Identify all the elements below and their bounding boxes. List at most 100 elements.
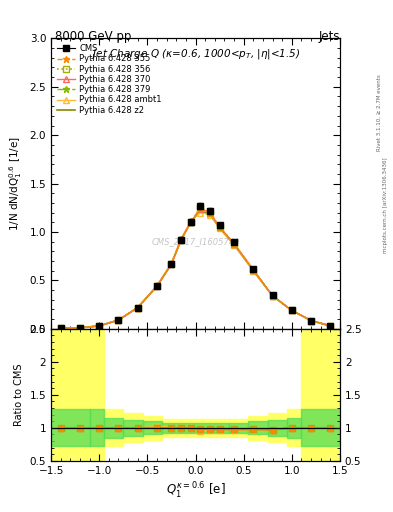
Pythia 6.428 379 (188, 219, 193, 225)
Pythia 6.428 370 (208, 209, 212, 216)
Pythia 6.428 355 (169, 261, 174, 267)
Pythia 6.428 356 (328, 323, 333, 329)
Pythia 6.428 356 (198, 205, 203, 211)
Pythia 6.428 370 (155, 283, 160, 289)
Pythia 6.428 355 (270, 293, 275, 299)
Pythia 6.428 356 (169, 261, 174, 267)
Pythia 6.428 379 (251, 267, 256, 273)
Pythia 6.428 355 (97, 323, 102, 329)
Pythia 6.428 356 (179, 237, 184, 243)
Pythia 6.428 355 (155, 283, 160, 289)
Pythia 6.428 356 (208, 209, 212, 216)
Pythia 6.428 356 (97, 323, 102, 329)
Text: Rivet 3.1.10, ≥ 2.7M events: Rivet 3.1.10, ≥ 2.7M events (377, 74, 382, 151)
Pythia 6.428 ambt1 (136, 305, 140, 311)
Pythia 6.428 ambt1 (270, 293, 275, 299)
Pythia 6.428 355 (136, 305, 140, 311)
Pythia 6.428 370 (232, 241, 237, 247)
Pythia 6.428 355 (289, 307, 294, 313)
Pythia 6.428 370 (97, 323, 102, 329)
Pythia 6.428 z2 (116, 317, 121, 323)
Pythia 6.428 379 (78, 325, 83, 331)
Pythia 6.428 379 (169, 261, 174, 267)
Text: CMS_2017_I1605749: CMS_2017_I1605749 (151, 237, 240, 246)
Pythia 6.428 ambt1 (59, 325, 63, 331)
Pythia 6.428 379 (155, 283, 160, 289)
Pythia 6.428 355 (78, 325, 83, 331)
Pythia 6.428 356 (309, 317, 314, 324)
Pythia 6.428 379 (232, 241, 237, 247)
Pythia 6.428 z2 (270, 293, 275, 299)
Pythia 6.428 355 (179, 237, 184, 243)
Pythia 6.428 370 (179, 237, 184, 243)
X-axis label: $Q_1^{\kappa=0.6}$ [e]: $Q_1^{\kappa=0.6}$ [e] (166, 481, 225, 501)
Text: mcplots.cern.ch [arXiv:1306.3436]: mcplots.cern.ch [arXiv:1306.3436] (383, 157, 387, 252)
Line: Pythia 6.428 z2: Pythia 6.428 z2 (61, 211, 331, 328)
Pythia 6.428 355 (208, 209, 212, 216)
Line: Pythia 6.428 ambt1: Pythia 6.428 ambt1 (58, 210, 333, 331)
Pythia 6.428 379 (136, 305, 140, 311)
Pythia 6.428 370 (198, 206, 203, 212)
Line: Pythia 6.428 355: Pythia 6.428 355 (57, 204, 334, 332)
Pythia 6.428 ambt1 (208, 211, 212, 218)
Pythia 6.428 356 (289, 307, 294, 313)
Pythia 6.428 355 (59, 325, 63, 331)
Pythia 6.428 379 (116, 317, 121, 323)
Pythia 6.428 z2 (309, 317, 314, 324)
Pythia 6.428 ambt1 (97, 323, 102, 329)
Line: Pythia 6.428 370: Pythia 6.428 370 (58, 206, 333, 331)
Pythia 6.428 ambt1 (232, 242, 237, 248)
Pythia 6.428 356 (116, 317, 121, 323)
Pythia 6.428 z2 (188, 219, 193, 225)
Pythia 6.428 ambt1 (217, 225, 222, 231)
Pythia 6.428 z2 (97, 323, 102, 329)
Pythia 6.428 370 (59, 325, 63, 331)
Pythia 6.428 355 (198, 205, 203, 211)
Pythia 6.428 z2 (208, 211, 212, 218)
Pythia 6.428 370 (116, 317, 121, 323)
Pythia 6.428 356 (136, 305, 140, 311)
Pythia 6.428 z2 (232, 242, 237, 248)
Pythia 6.428 370 (169, 261, 174, 267)
Pythia 6.428 355 (232, 241, 237, 247)
Pythia 6.428 379 (59, 325, 63, 331)
Line: Pythia 6.428 356: Pythia 6.428 356 (58, 205, 333, 331)
Pythia 6.428 379 (309, 317, 314, 324)
Pythia 6.428 ambt1 (116, 317, 121, 323)
Pythia 6.428 356 (270, 293, 275, 299)
Pythia 6.428 z2 (179, 237, 184, 243)
Pythia 6.428 ambt1 (309, 317, 314, 324)
Line: Pythia 6.428 379: Pythia 6.428 379 (57, 205, 334, 332)
Pythia 6.428 ambt1 (188, 218, 193, 224)
Pythia 6.428 z2 (59, 325, 63, 331)
Text: 8000 GeV pp: 8000 GeV pp (55, 30, 131, 42)
Pythia 6.428 ambt1 (78, 325, 83, 331)
Pythia 6.428 z2 (289, 307, 294, 313)
Pythia 6.428 z2 (78, 325, 83, 331)
Pythia 6.428 370 (188, 219, 193, 225)
Pythia 6.428 ambt1 (251, 268, 256, 274)
Pythia 6.428 379 (208, 209, 212, 216)
Pythia 6.428 z2 (328, 323, 333, 329)
Pythia 6.428 370 (270, 293, 275, 299)
Pythia 6.428 z2 (251, 268, 256, 274)
Pythia 6.428 z2 (155, 283, 160, 289)
Pythia 6.428 355 (251, 267, 256, 273)
Pythia 6.428 370 (78, 325, 83, 331)
Pythia 6.428 370 (328, 323, 333, 329)
Pythia 6.428 379 (289, 307, 294, 313)
Pythia 6.428 356 (155, 283, 160, 289)
Pythia 6.428 370 (136, 305, 140, 311)
Pythia 6.428 z2 (217, 225, 222, 231)
Pythia 6.428 ambt1 (179, 236, 184, 242)
Pythia 6.428 ambt1 (328, 323, 333, 329)
Y-axis label: 1/N dN/dQ$_1^{0.6}$ [1/e]: 1/N dN/dQ$_1^{0.6}$ [1/e] (7, 136, 24, 231)
Text: Jet Charge Q ($\kappa$=0.6, 1000<$p_{T}$, |$\eta$|<1.5): Jet Charge Q ($\kappa$=0.6, 1000<$p_{T}$… (91, 47, 300, 61)
Pythia 6.428 379 (328, 323, 333, 329)
Pythia 6.428 379 (198, 206, 203, 212)
Pythia 6.428 356 (78, 325, 83, 331)
Y-axis label: Ratio to CMS: Ratio to CMS (14, 364, 24, 426)
Pythia 6.428 355 (309, 317, 314, 324)
Text: Jets: Jets (318, 30, 340, 42)
Pythia 6.428 379 (270, 293, 275, 299)
